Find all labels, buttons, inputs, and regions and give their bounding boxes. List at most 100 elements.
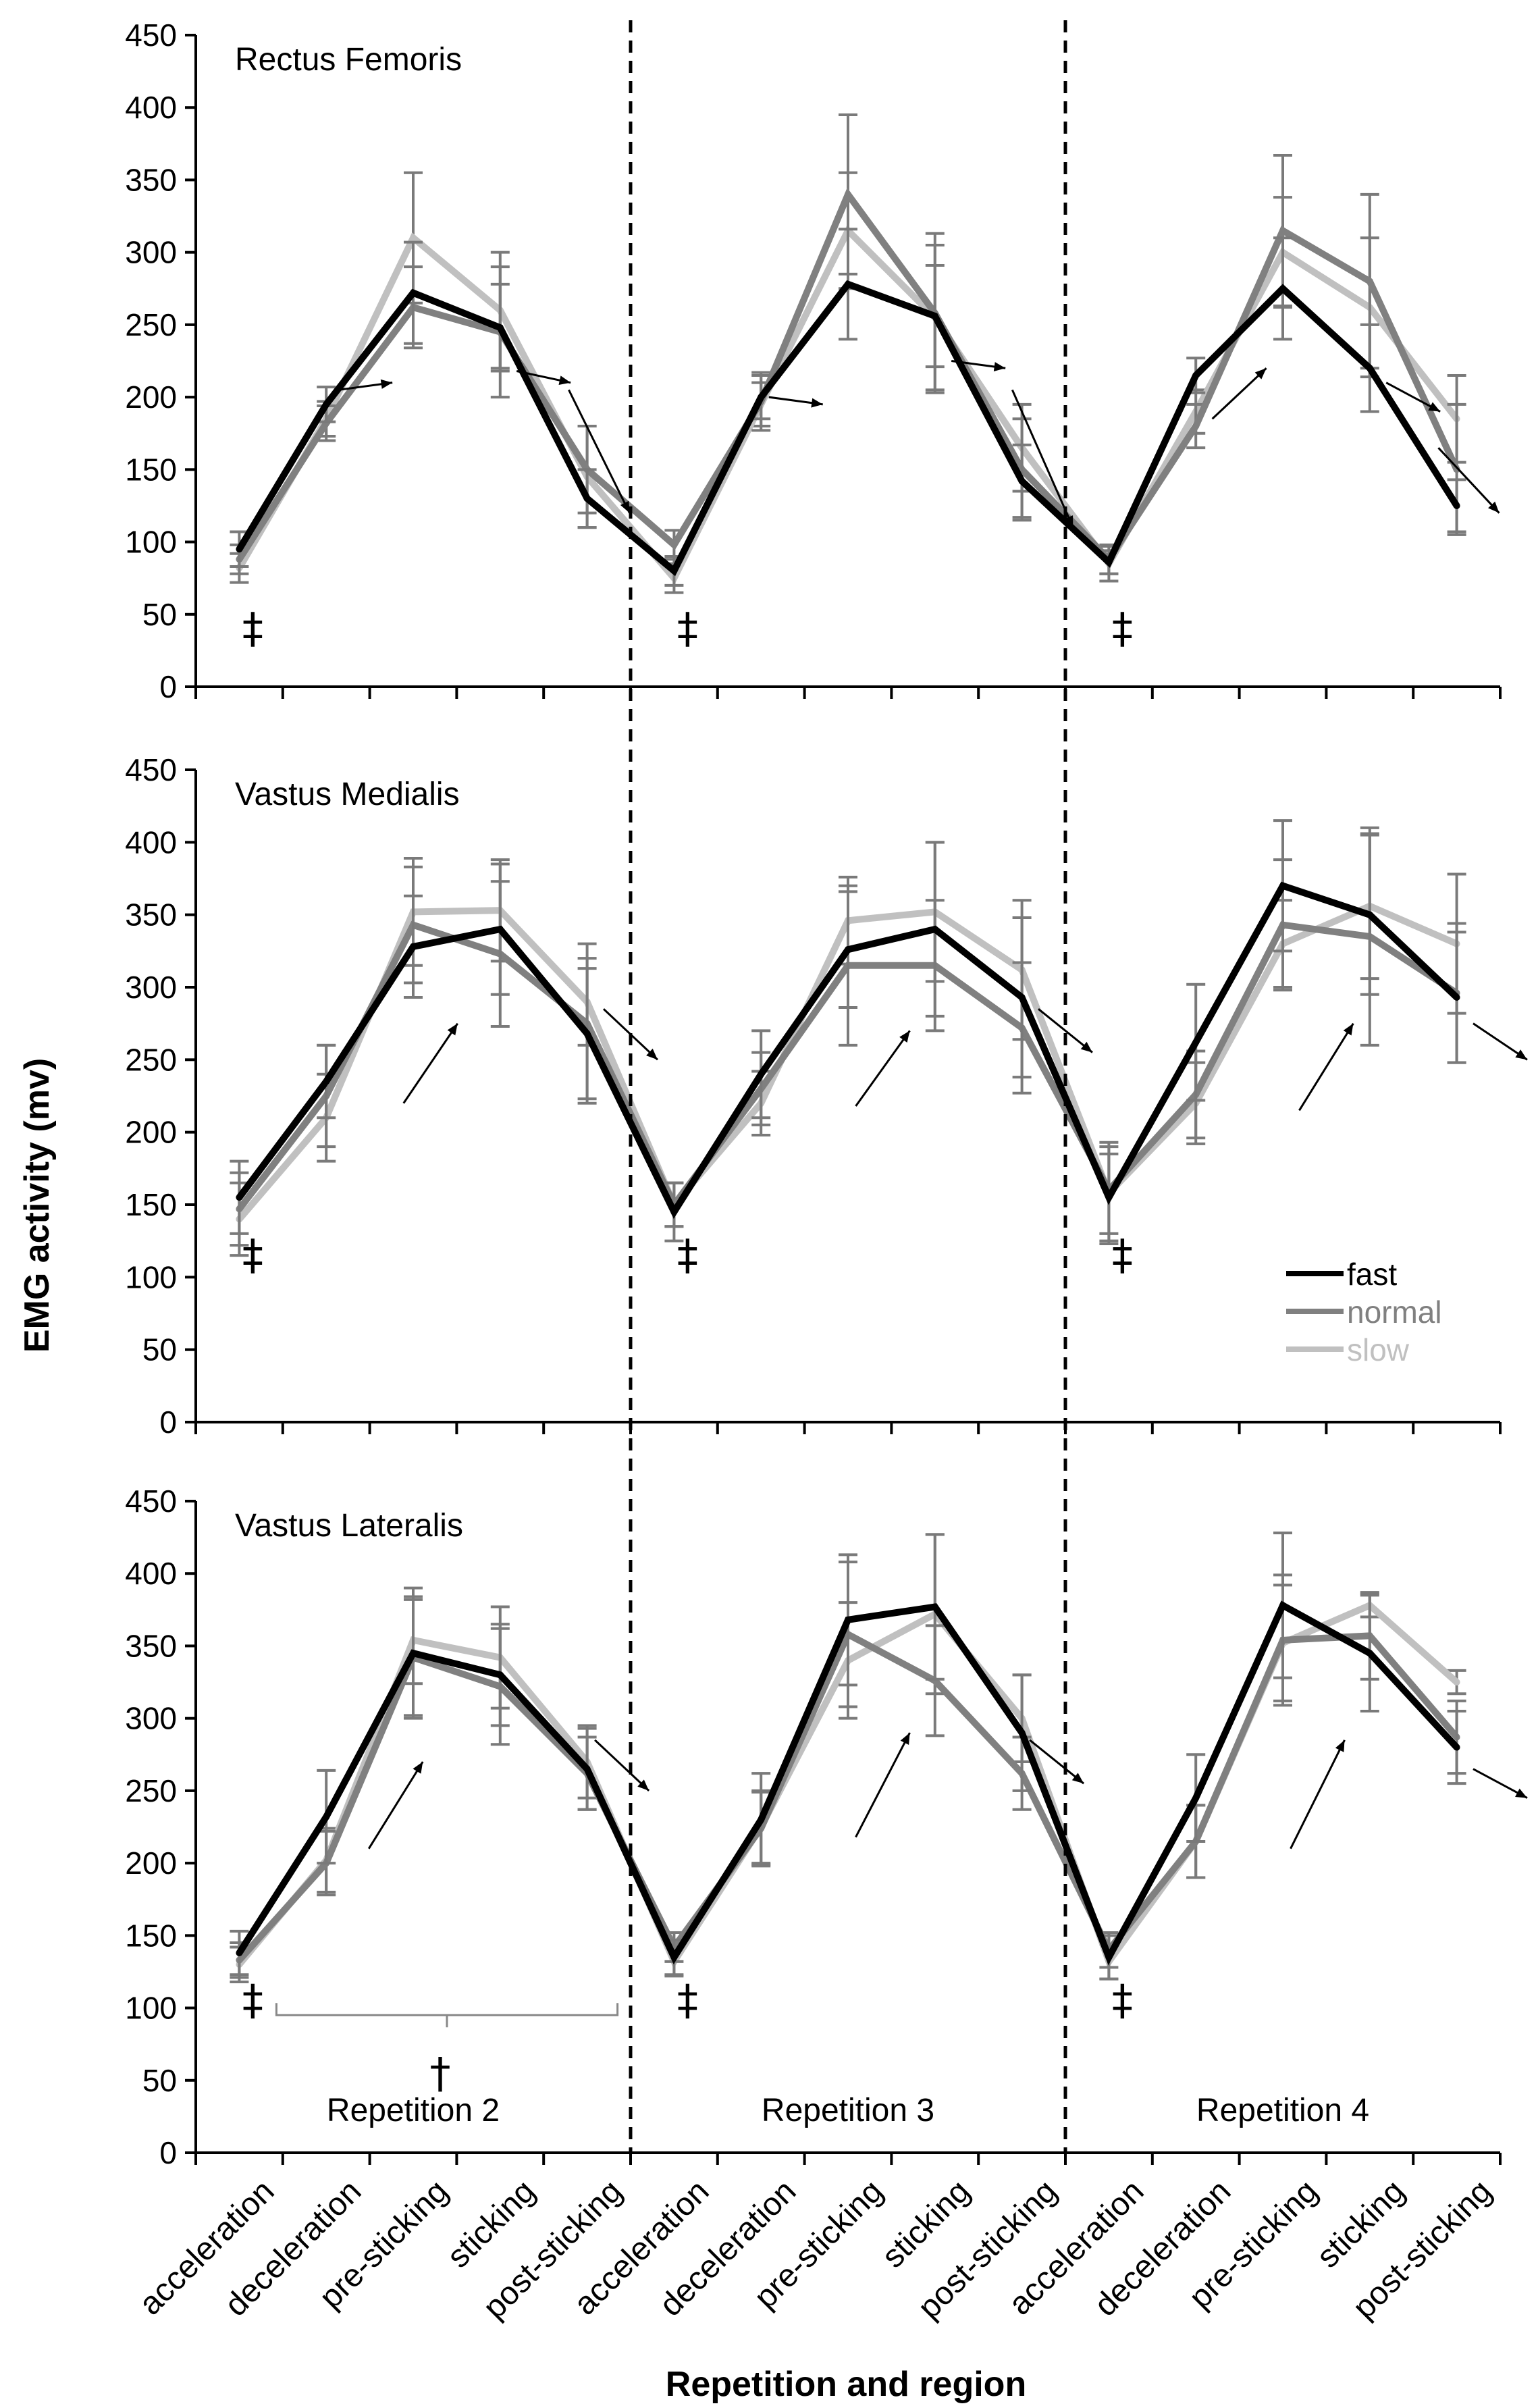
data-point <box>496 1671 504 1679</box>
legend-label-fast: fast <box>1347 1257 1397 1292</box>
double-dagger-mark: ‡ <box>677 604 698 653</box>
data-point <box>670 1208 678 1215</box>
y-tick-label: 0 <box>159 2135 177 2170</box>
trend-arrow-head <box>637 1779 649 1791</box>
y-tick-label: 150 <box>125 452 177 487</box>
data-point <box>1192 423 1200 429</box>
legend: fast normal slow <box>1286 1257 1442 1367</box>
legend-label-slow: slow <box>1347 1332 1410 1367</box>
double-dagger-mark: ‡ <box>1112 1976 1133 2025</box>
data-point <box>758 1070 765 1078</box>
y-tick-label: 450 <box>125 1484 177 1519</box>
y-tick-label: 250 <box>125 307 177 342</box>
double-dagger-mark: ‡ <box>1112 1230 1133 1280</box>
trend-arrow-head <box>1515 1788 1527 1798</box>
data-point <box>931 1603 938 1611</box>
trend-arrow-head <box>900 1733 910 1746</box>
data-point <box>1192 371 1200 379</box>
double-dagger-mark: ‡ <box>242 604 263 653</box>
data-point <box>1192 1039 1200 1046</box>
trend-arrow-line <box>594 1739 650 1791</box>
y-tick-label: 400 <box>125 90 177 125</box>
y-tick-label: 350 <box>125 1628 177 1663</box>
y-tick-label: 200 <box>125 1115 177 1150</box>
y-tick-label: 250 <box>125 1773 177 1808</box>
data-point <box>496 926 504 933</box>
data-point <box>931 926 938 933</box>
data-point <box>931 313 938 320</box>
y-tick-label: 50 <box>142 1332 177 1367</box>
double-dagger-mark: ‡ <box>242 1976 263 2025</box>
data-point <box>1453 502 1460 509</box>
y-tick-label: 0 <box>159 1405 177 1440</box>
trend-arrow-head <box>620 500 630 513</box>
trend-arrow-head <box>899 1030 910 1043</box>
data-point <box>1105 558 1113 566</box>
data-point <box>410 1650 417 1657</box>
data-point <box>410 943 417 950</box>
data-point <box>1018 477 1026 485</box>
data-point <box>583 1765 591 1773</box>
data-point <box>583 495 591 502</box>
data-point <box>758 1816 765 1823</box>
panel-title: Vastus Lateralis <box>235 1508 463 1544</box>
trend-arrow-head <box>447 1023 458 1036</box>
data-point <box>1366 1650 1373 1657</box>
data-point <box>1105 1194 1113 1201</box>
data-point <box>845 190 851 198</box>
double-dagger-mark: ‡ <box>677 1230 698 1280</box>
data-point <box>1366 365 1373 372</box>
data-point <box>1279 1602 1286 1609</box>
trend-arrow-head <box>646 1048 658 1060</box>
y-tick-label: 300 <box>125 235 177 270</box>
data-point <box>1366 911 1373 918</box>
panel-title: Rectus Femoris <box>235 42 462 78</box>
y-tick-label: 100 <box>125 1259 177 1294</box>
y-tick-label: 150 <box>125 1918 177 1953</box>
y-tick-label: 350 <box>125 897 177 933</box>
overlay-layer <box>629 20 1067 2153</box>
panel-0: 0 50 100 150 200 250 300 350 400 450 Rectus Femori… <box>125 18 1502 704</box>
trend-arrow-head <box>1071 1773 1084 1784</box>
y-tick-label: 450 <box>125 752 177 787</box>
data-point <box>1453 1679 1460 1686</box>
trend-arrow-line <box>568 389 631 514</box>
trend-arrow-line <box>1038 1008 1093 1053</box>
data-point <box>1366 278 1373 285</box>
trend-arrow-line <box>1211 367 1267 420</box>
trend-arrow-head <box>1080 1041 1092 1053</box>
trend-arrow-line <box>1298 1022 1354 1111</box>
y-tick-label: 0 <box>159 669 177 704</box>
series-fast <box>230 819 1466 1242</box>
dagger-mark: † <box>430 2049 451 2098</box>
trend-arrow-head <box>1343 1023 1354 1036</box>
trend-arrow-head <box>380 379 393 389</box>
repetition-label: Repetition 2 <box>327 2093 500 2128</box>
series-fast <box>230 228 1466 587</box>
y-tick-label: 100 <box>125 525 177 560</box>
trend-arrow-head <box>1428 402 1441 412</box>
y-tick-label: 150 <box>125 1187 177 1222</box>
trend-arrow-head <box>1488 501 1500 513</box>
bracket: † <box>275 2003 619 2098</box>
trend-arrow-head <box>1254 368 1267 379</box>
trend-arrow-line <box>1290 1739 1346 1850</box>
repetition-label: Repetition 4 <box>1196 2093 1369 2128</box>
y-tick-label: 300 <box>125 970 177 1005</box>
y-tick-label: 300 <box>125 1701 177 1736</box>
data-point <box>670 567 678 575</box>
trend-arrows <box>338 360 1500 528</box>
y-tick-label: 200 <box>125 1846 177 1881</box>
data-point <box>1279 882 1286 889</box>
trend-arrow-line <box>1029 1739 1085 1785</box>
trend-arrow-head <box>811 398 823 408</box>
y-tick-label: 50 <box>142 2063 177 2098</box>
data-point <box>1105 1954 1113 1961</box>
x-axis-title: Repetition and region <box>666 2365 1026 2404</box>
y-tick-label: 250 <box>125 1042 177 1077</box>
panel-1: 0 50 100 150 200 250 300 350 400 450 Vastus Medial… <box>125 752 1528 1440</box>
y-tick-label: 200 <box>125 379 177 415</box>
data-point <box>410 289 417 296</box>
data-point <box>1018 1729 1026 1737</box>
